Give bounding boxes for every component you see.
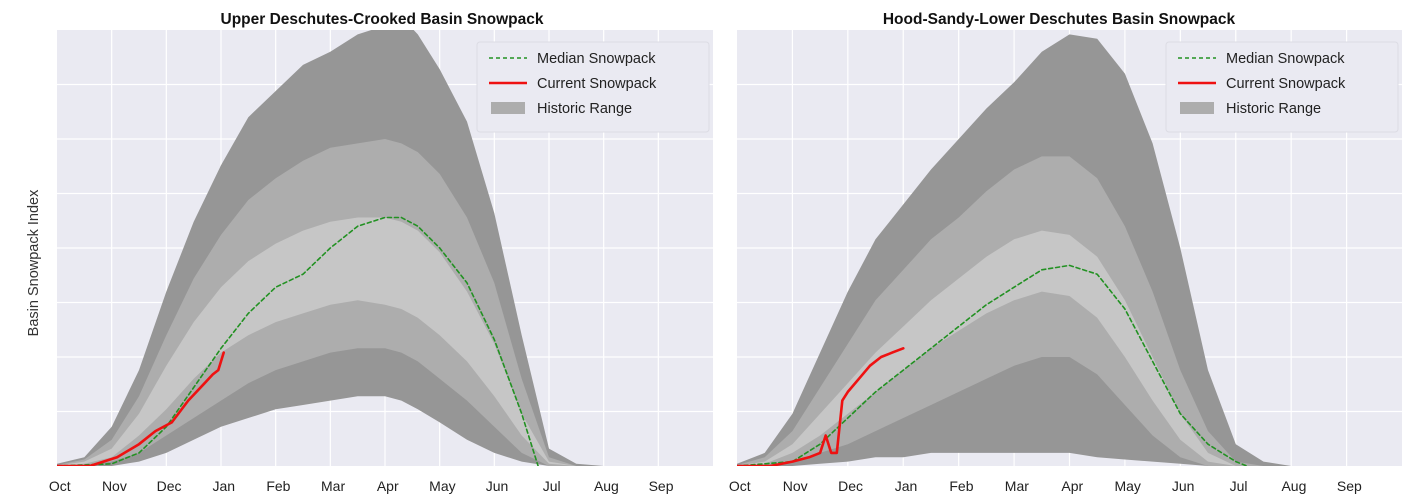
- x-axis-ticks: Oct Nov Dec Jan Feb Mar Apr May Jun Jul Aug Sep: [729, 478, 1362, 494]
- legend: Median Snowpack Current Snowpack Historic …: [476, 41, 710, 133]
- legend-label: Historic Range: [1226, 101, 1321, 117]
- chart-title: Hood-Sandy-Lower Deschutes Basin Snowpac…: [883, 11, 1236, 28]
- chart-title: Upper Deschutes-Crooked Basin Snowpack: [221, 11, 544, 28]
- legend-swatch-range: [1180, 102, 1214, 114]
- current-snowpack-line: [737, 347, 905, 466]
- x-tick-label: Sep: [1337, 478, 1362, 494]
- median-snowpack-line: [737, 264, 1248, 466]
- historic-range-inner-band: [737, 230, 1397, 466]
- x-tick-label: May: [429, 478, 455, 494]
- legend-label: Median Snowpack: [1226, 51, 1345, 67]
- chart-upper-deschutes-crooked: Upper Deschutes-Crooked Basin Snowpack O…: [49, 11, 713, 494]
- x-tick-label: May: [1114, 478, 1140, 494]
- x-tick-label: Dec: [838, 478, 863, 494]
- current-snowpack-line: [57, 351, 225, 466]
- historic-range-inner-band: [57, 217, 708, 466]
- plot-area: [737, 30, 1402, 466]
- legend-label: Current Snowpack: [537, 76, 657, 92]
- x-tick-label: Jan: [212, 478, 235, 494]
- legend-label: Historic Range: [537, 101, 632, 117]
- legend: Median Snowpack Current Snowpack Historic …: [1165, 41, 1399, 133]
- x-tick-label: Feb: [949, 478, 973, 494]
- x-tick-label: Mar: [1005, 478, 1029, 494]
- historic-range-middle-band: [737, 156, 1397, 466]
- legend-box: [1165, 41, 1399, 133]
- x-tick-label: Nov: [783, 478, 808, 494]
- x-tick-label: Oct: [49, 478, 71, 494]
- x-axis-ticks: Oct Nov Dec Jan Feb Mar Apr May Jun Jul Aug Sep: [49, 478, 674, 494]
- legend-label: Median Snowpack: [537, 51, 656, 67]
- legend-label: Current Snowpack: [1226, 76, 1346, 92]
- chart-hood-sandy-lower-deschutes: Hood-Sandy-Lower Deschutes Basin Snowpac…: [729, 11, 1402, 494]
- y-axis-label: Basin Snowpack Index: [26, 189, 42, 336]
- x-tick-label: Jun: [486, 478, 509, 494]
- x-tick-label: Feb: [266, 478, 290, 494]
- x-tick-label: Jul: [1230, 478, 1248, 494]
- legend-box: [476, 41, 710, 133]
- x-tick-label: Jul: [543, 478, 561, 494]
- x-tick-label: Dec: [157, 478, 182, 494]
- x-tick-label: Oct: [729, 478, 751, 494]
- x-tick-label: Sep: [649, 478, 674, 494]
- x-tick-label: Aug: [1281, 478, 1306, 494]
- x-tick-label: Aug: [594, 478, 619, 494]
- median-snowpack-line: [57, 216, 539, 466]
- x-tick-label: Nov: [102, 478, 127, 494]
- legend-swatch-range: [491, 102, 525, 114]
- x-tick-label: Jun: [1172, 478, 1195, 494]
- x-tick-label: Mar: [321, 478, 345, 494]
- x-tick-label: Jan: [895, 478, 918, 494]
- x-tick-label: Apr: [377, 478, 399, 494]
- x-tick-label: Apr: [1061, 478, 1083, 494]
